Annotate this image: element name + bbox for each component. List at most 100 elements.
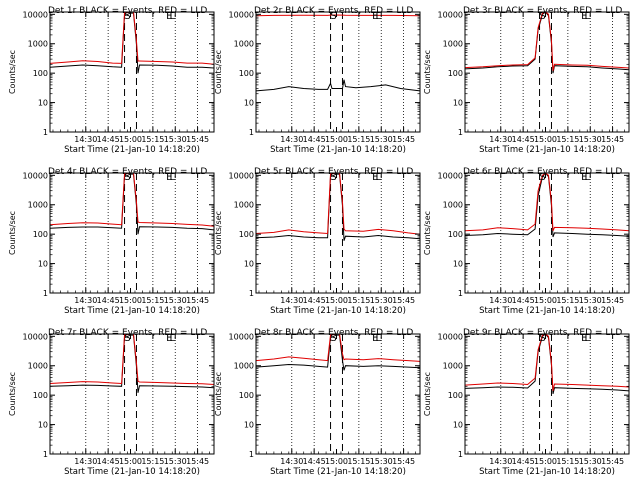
- x-tick-label: 15:00: [119, 135, 142, 144]
- panel-title: Det 1r BLACK = Events, RED = LLD: [48, 6, 207, 16]
- y-tick-label: 1000: [443, 362, 463, 371]
- x-tick-label: 15:45: [392, 457, 415, 466]
- y-tick-label: 1000: [28, 40, 48, 49]
- y-tick-label: 10: [244, 421, 254, 430]
- y-tick-label: 1000: [234, 362, 254, 371]
- plot-frame: [464, 11, 630, 133]
- y-axis-label: Counts/sec: [8, 50, 17, 94]
- events-series-line: [464, 333, 630, 395]
- marker-label-e: E: [166, 333, 172, 344]
- x-tick-label: 14:30: [74, 296, 97, 305]
- panel-title: Det 8r BLACK = Events, RED = LLD: [254, 328, 413, 338]
- lld-series-line: [464, 11, 630, 71]
- y-axis-label: Counts/sec: [214, 372, 223, 416]
- x-tick-label: 14:30: [280, 457, 303, 466]
- x-tick-label: 15:30: [579, 457, 602, 466]
- x-axis-label: Start Time (21-Jan-10 14:18:20): [64, 306, 200, 316]
- marker-label-s: S: [539, 333, 545, 344]
- lld-series-line: [49, 172, 215, 227]
- y-tick-label: 10: [38, 421, 48, 430]
- plot-frame: [255, 333, 421, 455]
- marker-label-l: L: [169, 11, 175, 22]
- x-tick-label: 15:15: [141, 457, 164, 466]
- x-axis-label: Start Time (21-Jan-10 14:18:20): [479, 145, 615, 155]
- y-tick-label: 100: [239, 69, 254, 78]
- plot-frame: [49, 333, 215, 455]
- y-tick-label: 10: [244, 99, 254, 108]
- x-tick-label: 15:30: [370, 457, 393, 466]
- x-tick-label: 15:00: [534, 296, 557, 305]
- y-tick-label: 10000: [23, 10, 48, 19]
- x-tick-label: 15:45: [392, 135, 415, 144]
- marker-label-s: S: [330, 333, 336, 344]
- y-tick-label: 1: [43, 289, 48, 298]
- marker-label-l: L: [375, 333, 381, 344]
- y-tick-label: 100: [33, 391, 48, 400]
- x-tick-label: 15:15: [556, 135, 579, 144]
- y-axis-label: Counts/sec: [8, 211, 17, 255]
- x-tick-label: 15:30: [164, 457, 187, 466]
- y-tick-label: 10000: [229, 171, 254, 180]
- y-tick-label: 100: [239, 391, 254, 400]
- x-axis-label: Start Time (21-Jan-10 14:18:20): [479, 467, 615, 477]
- x-tick-label: 15:15: [347, 296, 370, 305]
- events-series-line: [49, 173, 215, 235]
- marker-label-l: L: [375, 172, 381, 183]
- x-tick-label: 15:45: [186, 457, 209, 466]
- marker-label-s: S: [124, 172, 130, 183]
- marker-label-l: L: [584, 333, 590, 344]
- marker-label-s: S: [539, 172, 545, 183]
- events-series-line: [255, 79, 421, 92]
- y-tick-label: 1: [458, 289, 463, 298]
- y-tick-label: 1: [249, 289, 254, 298]
- panel-title: Det 9r BLACK = Events, RED = LLD: [463, 328, 622, 338]
- y-tick-label: 1: [249, 128, 254, 137]
- x-tick-label: 15:45: [186, 296, 209, 305]
- marker-label-e: E: [372, 11, 378, 22]
- y-tick-label: 1: [43, 450, 48, 459]
- x-tick-label: 15:15: [556, 296, 579, 305]
- x-axis-label: Start Time (21-Jan-10 14:18:20): [270, 306, 406, 316]
- marker-label-l: L: [169, 172, 175, 183]
- y-tick-label: 10: [453, 421, 463, 430]
- lld-series-line: [255, 172, 421, 235]
- y-tick-label: 10000: [438, 171, 463, 180]
- y-tick-label: 10: [38, 260, 48, 269]
- y-tick-label: 1: [458, 450, 463, 459]
- marker-label-s: S: [330, 172, 336, 183]
- y-tick-label: 10000: [438, 332, 463, 341]
- x-tick-label: 15:30: [370, 135, 393, 144]
- y-tick-label: 1000: [443, 40, 463, 49]
- x-tick-label: 14:30: [280, 296, 303, 305]
- y-tick-label: 1: [249, 450, 254, 459]
- marker-label-s: S: [539, 11, 545, 22]
- panel-title: Det 2r BLACK = Events, RED = LLD: [254, 6, 413, 16]
- x-tick-label: 15:00: [325, 135, 348, 144]
- x-tick-label: 14:45: [97, 457, 120, 466]
- x-tick-label: 14:30: [74, 135, 97, 144]
- marker-label-e: E: [581, 333, 587, 344]
- panel-title: Det 3r BLACK = Events, RED = LLD: [463, 6, 622, 16]
- x-axis-label: Start Time (21-Jan-10 14:18:20): [64, 145, 200, 155]
- marker-label-e: E: [581, 11, 587, 22]
- panel-title: Det 4r BLACK = Events, RED = LLD: [48, 167, 207, 177]
- y-axis-label: Counts/sec: [423, 50, 432, 94]
- plot-frame: [255, 11, 421, 133]
- y-tick-label: 10000: [23, 332, 48, 341]
- y-axis-label: Counts/sec: [423, 211, 432, 255]
- marker-label-e: E: [166, 11, 172, 22]
- x-tick-label: 14:45: [303, 457, 326, 466]
- y-tick-label: 100: [33, 230, 48, 239]
- x-tick-label: 15:45: [601, 296, 624, 305]
- x-tick-label: 14:30: [280, 135, 303, 144]
- x-tick-label: 15:30: [579, 296, 602, 305]
- x-tick-label: 15:00: [325, 296, 348, 305]
- marker-label-e: E: [372, 333, 378, 344]
- x-tick-label: 15:15: [556, 457, 579, 466]
- x-axis-label: Start Time (21-Jan-10 14:18:20): [270, 145, 406, 155]
- x-tick-label: 14:30: [489, 457, 512, 466]
